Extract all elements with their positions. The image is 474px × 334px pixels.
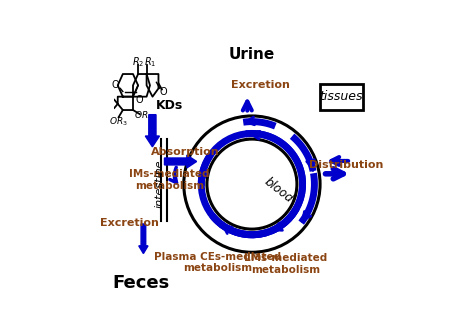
Text: Excretion: Excretion (100, 218, 159, 228)
Text: Plasma CEs-mediated
metabolism: Plasma CEs-mediated metabolism (154, 252, 281, 273)
Text: LMs-mediated
metabolism: LMs-mediated metabolism (244, 253, 327, 275)
Text: Feces: Feces (113, 274, 170, 292)
Text: intestine: intestine (155, 160, 164, 208)
Text: Urine: Urine (229, 47, 275, 62)
Text: tissues: tissues (319, 90, 363, 103)
FancyArrow shape (164, 155, 197, 168)
FancyBboxPatch shape (320, 84, 363, 110)
FancyArrow shape (139, 224, 148, 254)
Text: Absorption: Absorption (151, 147, 219, 157)
Text: blood: blood (262, 175, 295, 206)
Text: Distribution: Distribution (309, 160, 383, 170)
Text: Excretion: Excretion (231, 80, 291, 90)
FancyArrow shape (146, 115, 159, 147)
Text: IMs-mediated
metabolism: IMs-mediated metabolism (129, 169, 210, 191)
Text: KDs: KDs (156, 99, 183, 112)
